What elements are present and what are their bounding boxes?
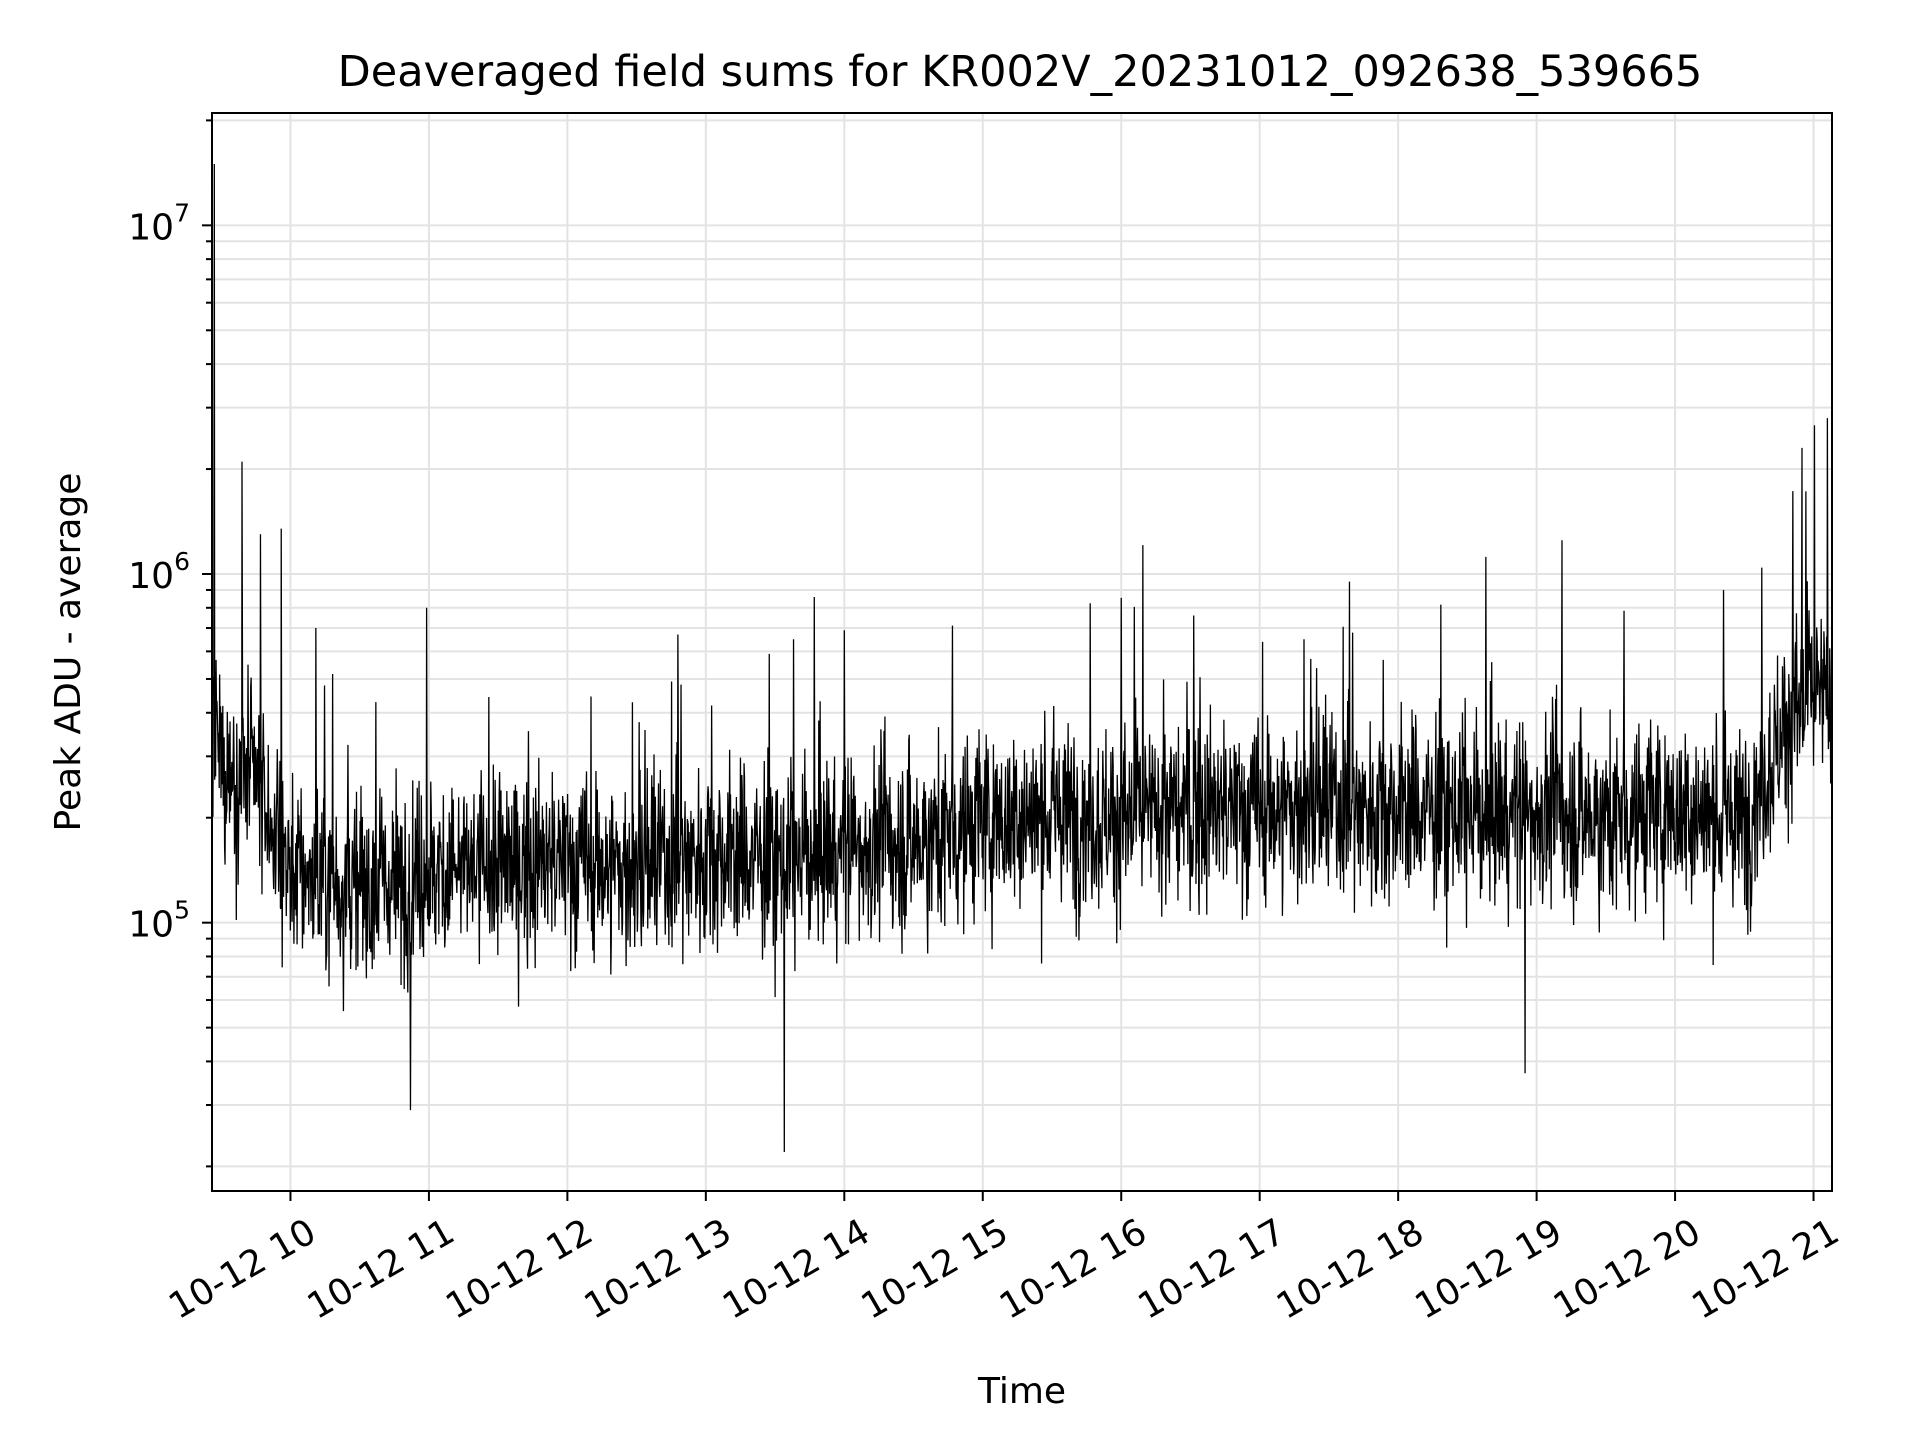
x-tick-label: 10-12 17 [1132, 1211, 1293, 1327]
x-tick-label: 10-12 20 [1547, 1211, 1708, 1327]
y-tick-exponent: 6 [174, 547, 190, 576]
x-tick-label: 10-12 15 [855, 1211, 1016, 1327]
y-tick-label: 106 [128, 547, 190, 597]
grid-layer [212, 113, 1832, 1191]
x-tick-label: 10-12 12 [439, 1211, 600, 1327]
y-axis-label: Peak ADU - average [48, 473, 89, 832]
x-tick-label: 10-12 19 [1408, 1211, 1569, 1327]
x-tick-label: 10-12 10 [162, 1211, 323, 1327]
y-tick-base: 10 [128, 905, 174, 946]
x-tick-label: 10-12 13 [578, 1211, 739, 1327]
series-line [211, 163, 1833, 1152]
y-tick-exponent: 5 [174, 896, 190, 925]
y-tick-base: 10 [128, 207, 174, 248]
y-tick-label: 105 [128, 896, 190, 946]
x-tick-label: 10-12 16 [993, 1211, 1154, 1327]
x-tick-label: 10-12 18 [1270, 1211, 1431, 1327]
chart-title: Deaveraged field sums for KR002V_2023101… [338, 47, 1703, 97]
x-tick-label: 10-12 14 [716, 1211, 877, 1327]
x-axis-label: Time [977, 1371, 1066, 1412]
y-tick-label: 107 [128, 198, 190, 248]
series-layer [211, 163, 1833, 1152]
x-tick-label: 10-12 11 [301, 1211, 462, 1327]
y-tick-base: 10 [128, 556, 174, 597]
y-tick-exponent: 7 [174, 198, 190, 227]
x-tick-label: 10-12 21 [1685, 1211, 1846, 1327]
